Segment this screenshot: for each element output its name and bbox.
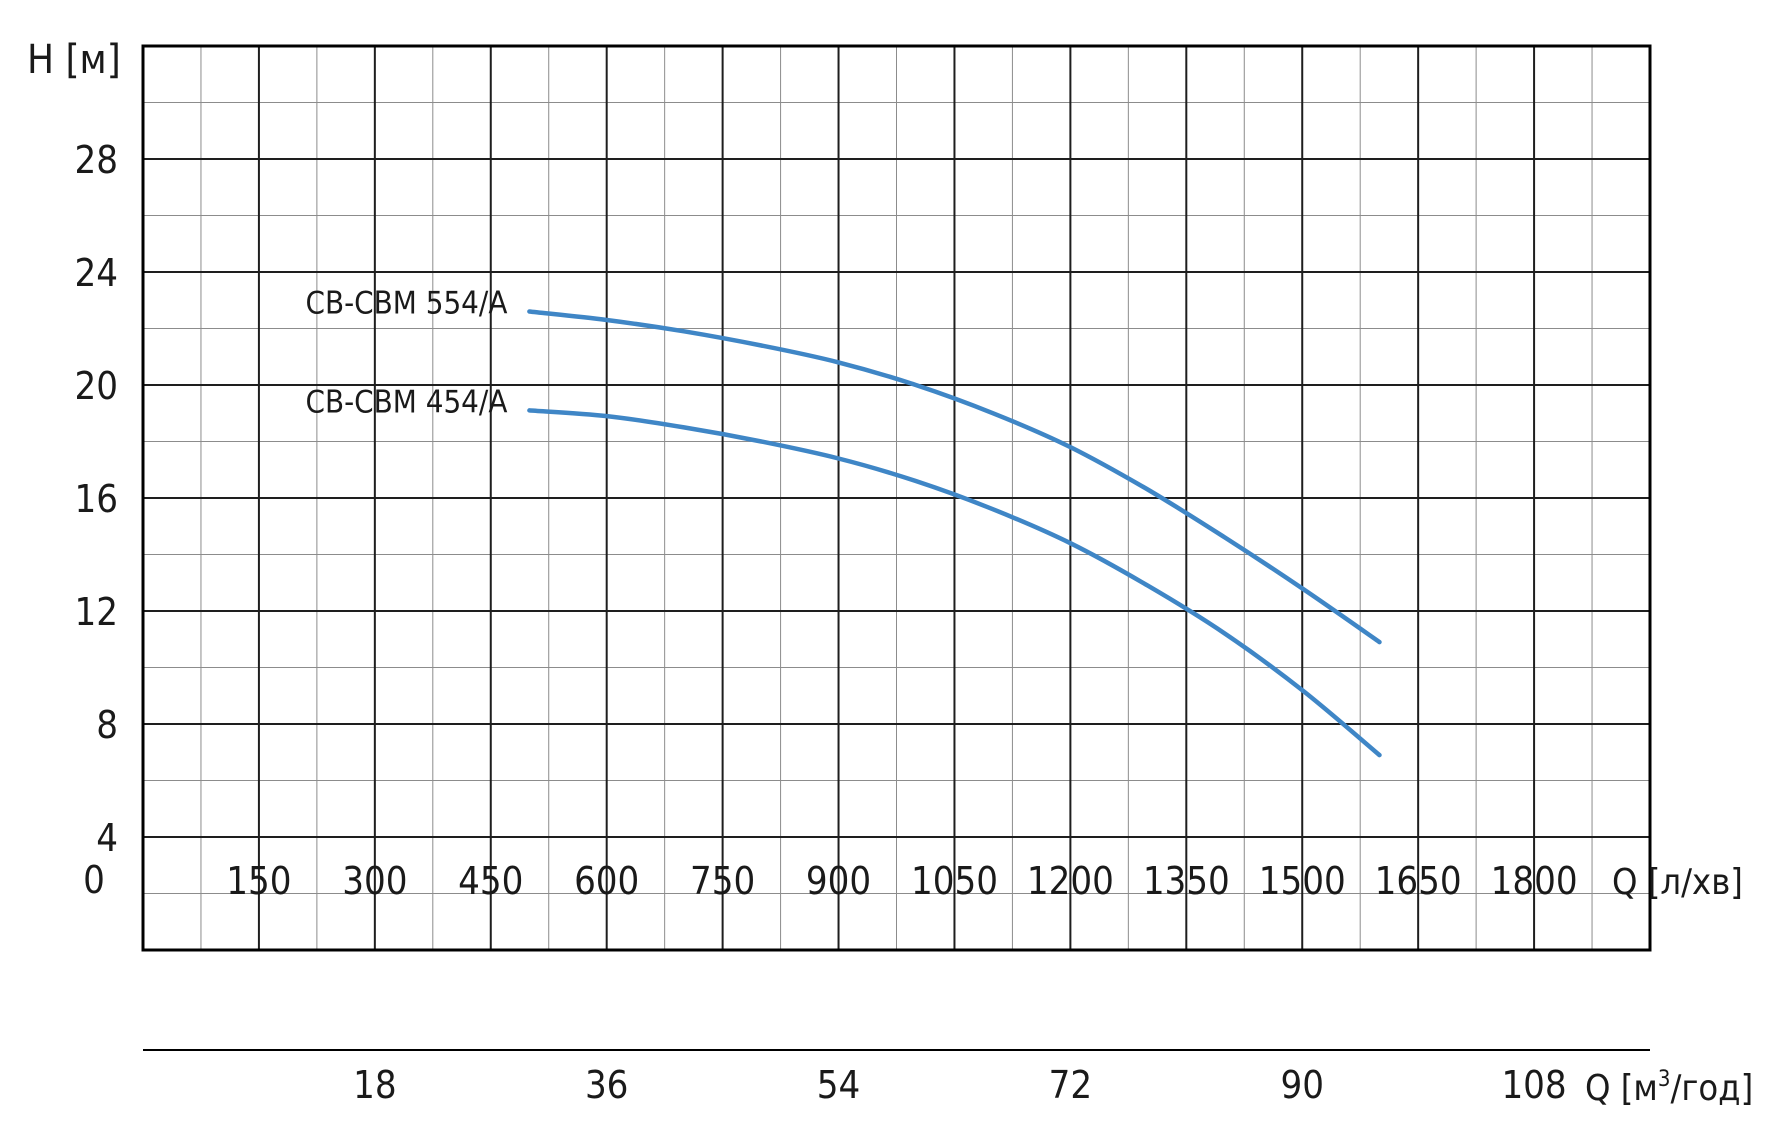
x-tick-label: 450 — [458, 859, 523, 903]
x-tick-label: 750 — [690, 859, 755, 903]
plot-frame — [141, 44, 1652, 952]
series-line-2 — [527, 408, 1382, 758]
origin-label: 0 — [83, 858, 105, 902]
x2-tick-label: 108 — [1501, 1063, 1566, 1107]
y-tick-label: 12 — [75, 590, 119, 634]
x-axis-title: Q [л/хв] — [1612, 862, 1743, 903]
x-tick-label: 900 — [806, 859, 871, 903]
y-tick-label: 16 — [75, 477, 119, 521]
performance-curves — [527, 309, 1382, 758]
y-tick-label: 4 — [96, 816, 118, 860]
x2-tick-label: 54 — [817, 1063, 861, 1107]
x-tick-label: 1350 — [1143, 859, 1230, 903]
y-axis-title: H [м] — [27, 37, 121, 83]
series-label-1: CB-CBM 554/A — [305, 286, 507, 322]
major-grid — [143, 46, 1650, 950]
y-axis-ticks: 4 8 12 16 20 24 28 — [75, 138, 119, 860]
series-labels: CB-CBM 554/A CB-CBM 454/A — [305, 286, 507, 421]
x-tick-label: 1800 — [1491, 859, 1578, 903]
x-tick-label: 600 — [574, 859, 639, 903]
x-tick-label: 300 — [342, 859, 407, 903]
series-line-1 — [527, 309, 1382, 645]
y-tick-label: 8 — [96, 703, 118, 747]
x2-tick-label: 72 — [1049, 1063, 1093, 1107]
x2-tick-label: 90 — [1280, 1063, 1324, 1107]
secondary-x-axis-ticks: 18 36 54 72 90 108 — [353, 1063, 1567, 1107]
x-tick-label: 1050 — [911, 859, 998, 903]
x-tick-label: 1650 — [1375, 859, 1462, 903]
y-tick-label: 24 — [75, 251, 119, 295]
y-tick-label: 20 — [75, 364, 119, 408]
secondary-x-axis-title: Q [м3/год] — [1585, 1067, 1753, 1109]
x-tick-label: 150 — [226, 859, 291, 903]
x-tick-label: 1500 — [1259, 859, 1346, 903]
x2-tick-label: 18 — [353, 1063, 397, 1107]
series-label-2: CB-CBM 454/A — [305, 384, 507, 420]
x-axis-ticks: 150 300 450 600 750 900 1050 1200 1350 1500 1650 18… — [226, 859, 1577, 903]
x2-tick-label: 36 — [585, 1063, 629, 1107]
y-tick-label: 28 — [75, 138, 119, 182]
x-tick-label: 1200 — [1027, 859, 1114, 903]
